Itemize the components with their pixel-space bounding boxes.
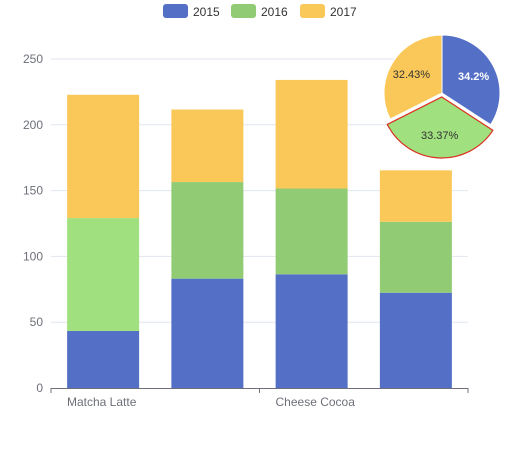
x-tick-label: Matcha Latte bbox=[67, 395, 137, 409]
y-tick-label: 50 bbox=[30, 315, 44, 329]
bar-2016-2[interactable] bbox=[275, 188, 348, 275]
y-tick-label: 200 bbox=[23, 118, 43, 132]
bar-2016-1[interactable] bbox=[171, 182, 244, 279]
bar-2016-3[interactable] bbox=[379, 221, 452, 293]
bar-2015-0[interactable] bbox=[67, 331, 140, 388]
bar-2017-3[interactable] bbox=[379, 170, 452, 222]
y-axis: 0 50 100 150 200 250 bbox=[23, 52, 43, 395]
y-tick-label: 100 bbox=[23, 249, 43, 263]
legend-swatch bbox=[163, 4, 188, 18]
legend-item-2015[interactable]: 2015 bbox=[163, 4, 220, 19]
pie-slice-2016[interactable] bbox=[386, 96, 494, 159]
pie-label-2017: 32.43% bbox=[393, 69, 431, 81]
x-axis: Matcha Latte Cheese Cocoa bbox=[50, 388, 469, 409]
legend-label: 2017 bbox=[330, 5, 357, 19]
pie-label-2016: 33.37% bbox=[421, 130, 459, 142]
legend-item-2017[interactable]: 2017 bbox=[300, 4, 357, 19]
bar-2017-0[interactable] bbox=[67, 94, 140, 219]
bar-2017-2[interactable] bbox=[275, 79, 348, 189]
bar-2017-1[interactable] bbox=[171, 109, 244, 183]
bars bbox=[67, 79, 452, 388]
legend-label: 2015 bbox=[193, 5, 220, 19]
legend-label: 2016 bbox=[261, 5, 288, 19]
pie-chart: 34.2% 33.37% 32.43% bbox=[383, 34, 501, 159]
bar-2015-2[interactable] bbox=[275, 274, 348, 388]
legend-swatch bbox=[300, 4, 325, 18]
legend-swatch bbox=[231, 4, 256, 18]
bar-2015-1[interactable] bbox=[171, 278, 244, 388]
pie-slice-2015[interactable] bbox=[441, 34, 501, 126]
y-tick-label: 150 bbox=[23, 184, 43, 198]
legend-item-2016[interactable]: 2016 bbox=[231, 4, 288, 19]
bar-2016-0[interactable] bbox=[67, 218, 140, 332]
x-tick-label: Cheese Cocoa bbox=[276, 395, 356, 409]
y-tick-label: 0 bbox=[36, 381, 43, 395]
y-tick-label: 250 bbox=[23, 52, 43, 66]
pie-slice-2017[interactable] bbox=[383, 34, 443, 120]
bar-2015-3[interactable] bbox=[379, 292, 452, 388]
pie-label-2015: 34.2% bbox=[458, 71, 489, 83]
legend[interactable]: 2015 2016 2017 bbox=[163, 4, 357, 19]
